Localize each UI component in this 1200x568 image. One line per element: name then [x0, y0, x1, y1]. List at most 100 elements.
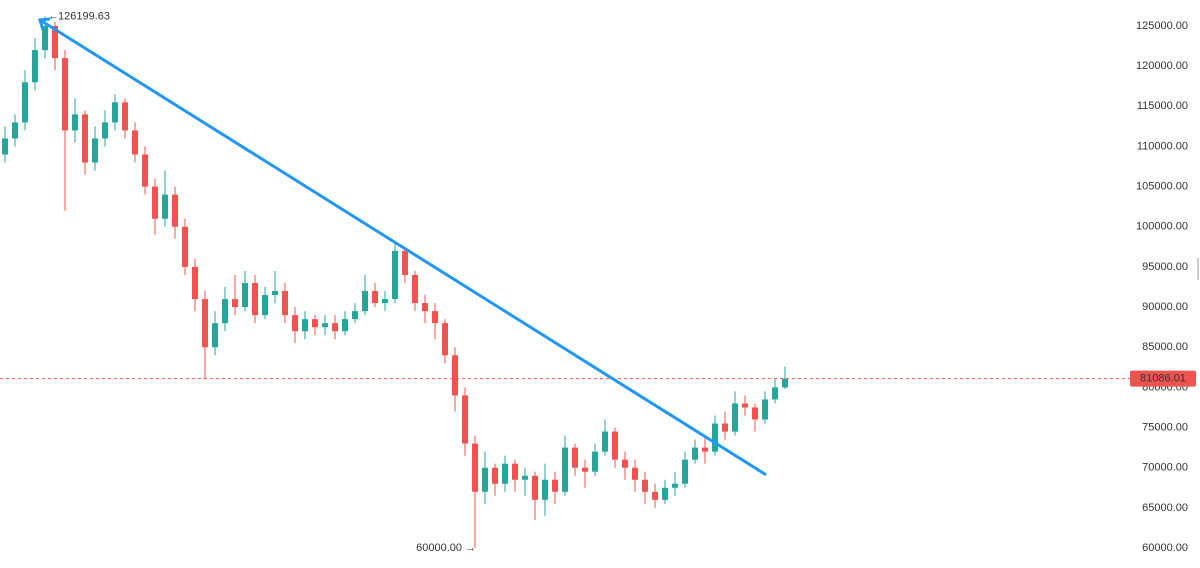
candle-body	[392, 250, 398, 300]
y-tick-label: 75000.00	[1142, 421, 1188, 433]
candle-body	[752, 407, 758, 420]
candle-body	[312, 319, 318, 328]
candle-body	[132, 130, 138, 155]
candle-body	[142, 154, 148, 187]
candle-body	[642, 479, 648, 492]
candle-body	[332, 323, 338, 332]
candle-body	[552, 479, 558, 492]
candle-body	[232, 299, 238, 308]
candle-body	[602, 431, 608, 452]
candle-body	[42, 26, 48, 51]
candle-body	[292, 315, 298, 332]
candle-body	[782, 378, 788, 388]
candle-body	[412, 274, 418, 304]
candle-body	[472, 443, 478, 492]
high-arrow: ←	[48, 10, 59, 22]
candle-body	[372, 291, 378, 304]
candle-body	[522, 475, 528, 480]
candle-body	[512, 463, 518, 480]
candle-body	[282, 291, 288, 316]
candle-body	[692, 447, 698, 460]
candle-body	[462, 395, 468, 444]
candle-body	[482, 467, 488, 492]
candle-body	[452, 355, 458, 396]
candle-body	[222, 299, 228, 324]
candle-body	[162, 194, 168, 219]
candle-body	[212, 323, 218, 348]
candle-body	[112, 102, 118, 123]
candle-body	[672, 483, 678, 488]
candle-body	[302, 319, 308, 332]
candle-body	[402, 250, 408, 275]
candle-body	[542, 479, 548, 500]
y-tick-label: 70000.00	[1142, 462, 1188, 474]
candle-body	[12, 122, 18, 139]
candle-body	[592, 451, 598, 472]
candle-body	[242, 282, 248, 308]
candle-body	[52, 26, 58, 59]
candle-body	[652, 491, 658, 500]
y-tick-label: 65000.00	[1142, 502, 1188, 514]
candle-body	[562, 447, 568, 492]
y-tick-label: 95000.00	[1142, 261, 1188, 273]
candle-body	[342, 319, 348, 332]
candle-body	[492, 467, 498, 484]
low-arrow: →	[465, 542, 476, 554]
y-tick-label: 85000.00	[1142, 341, 1188, 353]
candle-body	[322, 323, 328, 328]
candle-body	[772, 387, 778, 400]
candle-body	[102, 122, 108, 139]
candle-body	[62, 58, 68, 131]
candle-body	[182, 226, 188, 267]
trendline	[38, 18, 767, 476]
candle-body	[422, 303, 428, 312]
candle-body	[632, 467, 638, 480]
candle-body	[612, 431, 618, 460]
candle-body	[762, 399, 768, 420]
candle-body	[732, 403, 738, 432]
candle-body	[662, 487, 668, 500]
low-annotation: 60000.00	[416, 542, 462, 554]
candle-body	[262, 295, 268, 316]
y-tick-label: 115000.00	[1137, 100, 1188, 112]
candle-body	[702, 447, 708, 452]
candle-body	[172, 194, 178, 227]
candle-body	[362, 291, 368, 312]
candle-body	[502, 463, 508, 484]
last-price-label: 81086.01	[1140, 373, 1186, 385]
candle-body	[382, 299, 388, 304]
candle-body	[572, 447, 578, 468]
candle-body	[352, 311, 358, 320]
candle-body	[432, 311, 438, 324]
y-tick-label: 125000.00	[1136, 20, 1188, 32]
candle-body	[202, 299, 208, 348]
candle-body	[122, 102, 128, 131]
candle-body	[82, 114, 88, 163]
y-tick-label: 105000.00	[1136, 181, 1188, 193]
candle-body	[22, 82, 28, 123]
candle-body	[152, 186, 158, 219]
candle-body	[712, 423, 718, 452]
y-tick-label: 90000.00	[1142, 301, 1188, 313]
candle-body	[582, 467, 588, 472]
candle-body	[682, 459, 688, 484]
candle-body	[742, 403, 748, 408]
candle-body	[622, 459, 628, 468]
candle-body	[92, 138, 98, 163]
candle-body	[722, 423, 728, 432]
candle-body	[532, 475, 538, 500]
trendline-arrow	[38, 17, 51, 31]
candle-body	[252, 282, 258, 316]
candle-body	[2, 138, 8, 155]
candle-body	[72, 114, 78, 131]
high-annotation: 126199.63	[58, 10, 110, 22]
candle-body	[272, 291, 278, 296]
y-tick-label: 110000.00	[1137, 140, 1188, 152]
last-price-box	[1130, 370, 1196, 387]
y-tick-label: 60000.00	[1142, 542, 1188, 554]
candle-body	[192, 266, 198, 300]
y-tick-label: 100000.00	[1136, 221, 1188, 233]
y-tick-label: 120000.00	[1136, 60, 1188, 72]
